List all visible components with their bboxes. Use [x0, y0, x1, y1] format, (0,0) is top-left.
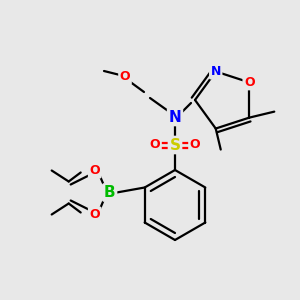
Text: B: B	[104, 185, 116, 200]
Text: O: O	[190, 139, 200, 152]
Text: O: O	[89, 208, 100, 221]
Text: O: O	[120, 70, 130, 83]
Text: N: N	[211, 65, 221, 78]
Text: O: O	[244, 76, 255, 89]
Text: S: S	[169, 137, 181, 152]
Text: O: O	[150, 139, 160, 152]
Text: O: O	[89, 164, 100, 177]
Text: N: N	[169, 110, 182, 124]
